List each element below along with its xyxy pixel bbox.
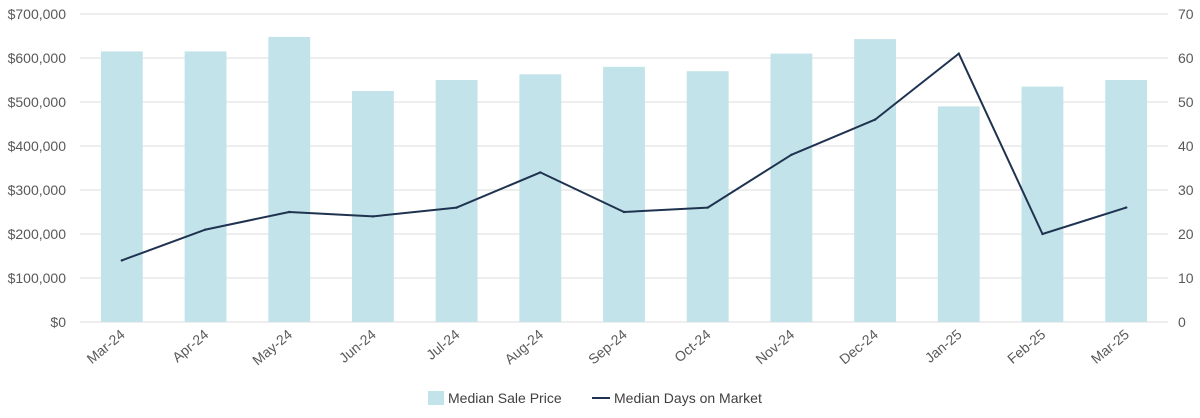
point-median-days-on-market [790, 153, 793, 156]
y-right-tick-label: 50 [1178, 94, 1194, 110]
y-right-tick-label: 0 [1178, 314, 1186, 330]
point-median-days-on-market [622, 210, 626, 214]
y-left-tick-label: $300,000 [8, 182, 67, 198]
bar-median-sale-price [686, 71, 729, 322]
bar-median-sale-price [268, 36, 311, 322]
line-layer [120, 52, 1128, 262]
y-left-tick-label: $200,000 [8, 226, 67, 242]
legend: Median Sale Price Median Days on Market [428, 390, 762, 406]
bar-median-sale-price [352, 91, 394, 322]
bar-median-sale-price [937, 106, 980, 323]
y-right-tick-label: 20 [1178, 226, 1194, 242]
point-median-days-on-market [371, 215, 375, 218]
y-left-tick-label: $400,000 [8, 138, 67, 154]
bar-median-sale-price [603, 66, 645, 322]
point-median-days-on-market [288, 210, 291, 214]
point-median-days-on-market [706, 206, 709, 209]
bar-median-sale-price [100, 51, 143, 323]
point-median-days-on-market [539, 171, 542, 174]
x-tick-label: Mar-24 [84, 326, 128, 367]
point-median-days-on-market [120, 259, 124, 262]
x-tick-label: Sep-24 [585, 326, 630, 367]
x-tick-label: Dec-24 [836, 326, 881, 367]
x-tick-label: Oct-24 [671, 326, 714, 365]
bar-median-sale-price [770, 53, 813, 322]
point-median-days-on-market [957, 52, 960, 55]
x-tick-label: May-24 [249, 326, 295, 368]
x-tick-label: Jun-24 [336, 326, 379, 366]
y-left-tick-label: $700,000 [8, 6, 67, 22]
bar-median-sale-price [854, 39, 896, 323]
y-left-tick-label: $0 [50, 314, 66, 330]
x-tick-label: Nov-24 [752, 326, 797, 367]
legend-swatch-median-sale-price [428, 391, 444, 405]
point-median-days-on-market [455, 206, 458, 209]
bar-median-sale-price [1105, 80, 1148, 322]
point-median-days-on-market [1041, 232, 1044, 236]
legend-label-median-sale-price: Median Sale Price [448, 390, 562, 406]
y-right-tick-label: 30 [1178, 182, 1194, 198]
legend-label-median-days-on-market: Median Days on Market [614, 390, 762, 406]
y-right-tick-label: 60 [1178, 50, 1194, 66]
point-median-days-on-market [873, 118, 877, 121]
y-left-tick-label: $500,000 [8, 94, 67, 110]
bars-layer [100, 36, 1148, 323]
x-tick-label: Apr-24 [169, 326, 212, 365]
point-median-days-on-market [204, 228, 207, 231]
y-left-tick-label: $600,000 [8, 50, 67, 66]
x-tick-label: Mar-25 [1088, 326, 1132, 367]
y-right-tick-label: 70 [1178, 6, 1194, 22]
x-tick-label: Aug-24 [501, 326, 546, 367]
y-right-tick-label: 40 [1178, 138, 1194, 154]
y-left-tick-label: $100,000 [8, 270, 67, 286]
x-tick-label: Feb-25 [1004, 326, 1048, 367]
x-tick-label: Jan-25 [922, 326, 965, 366]
bar-median-sale-price [184, 51, 227, 323]
y-right-tick-label: 10 [1178, 270, 1194, 286]
x-tick-label: Jul-24 [423, 326, 463, 363]
point-median-days-on-market [1124, 206, 1128, 209]
bar-median-sale-price [519, 74, 562, 322]
